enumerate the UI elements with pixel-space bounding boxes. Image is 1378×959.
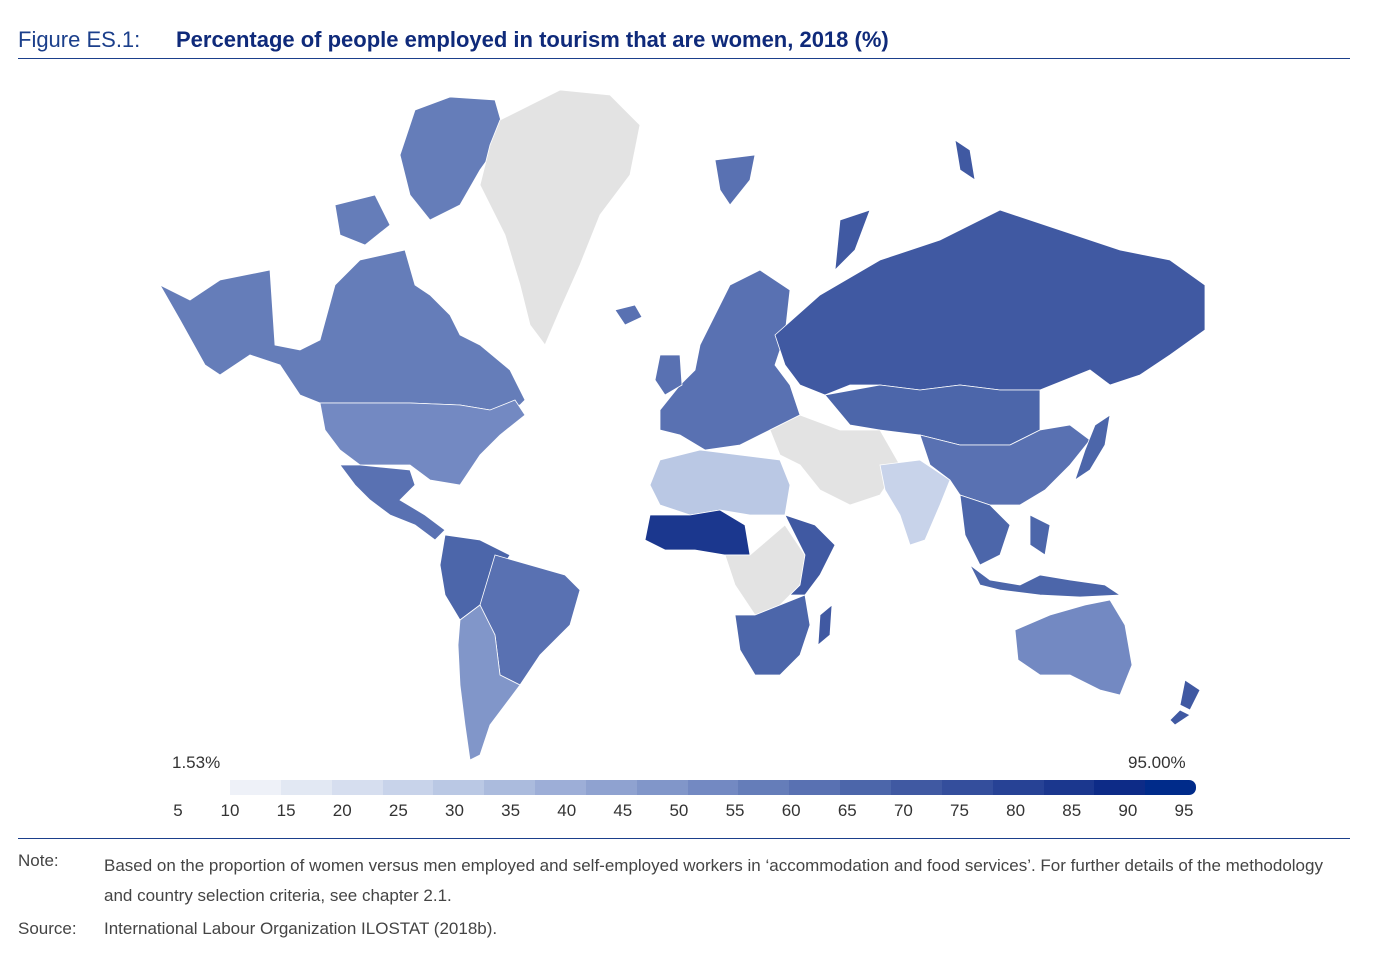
color-scale-bar: [230, 780, 1197, 795]
region-west-africa: [644, 509, 751, 556]
color-scale-segment: [230, 780, 281, 795]
color-scale-segment: [585, 780, 637, 795]
legend-max-label: 95.00%: [1128, 753, 1186, 772]
region-new-zealand: [1169, 709, 1191, 726]
color-scale-segment: [280, 780, 332, 795]
color-scale-tick: 95: [1174, 801, 1194, 820]
color-scale-tick: 65: [837, 801, 857, 820]
region-india: [879, 459, 951, 546]
world-map-svg: [160, 89, 1206, 761]
region-russia: [774, 209, 1206, 396]
region-europe: [714, 154, 756, 206]
color-scale-tick: 15: [276, 801, 296, 820]
color-scale-segment: [331, 780, 383, 795]
region-madagascar: [817, 604, 833, 646]
color-scale-segment: [382, 780, 434, 795]
color-scale-segment: [890, 780, 942, 795]
region-usa: [319, 399, 526, 486]
color-scale-segment: [687, 780, 739, 795]
color-scale-tick: 45: [613, 801, 633, 820]
legend-min-label: 1.53%: [172, 753, 221, 772]
figure-title: Percentage of people employed in tourism…: [176, 27, 889, 52]
color-scale-segment: [941, 780, 993, 795]
note-label: Note:: [18, 851, 59, 870]
color-scale-segment: [1043, 780, 1095, 795]
source-label: Source:: [18, 919, 77, 938]
region-japan: [1074, 414, 1111, 481]
color-scale-segment: [636, 780, 688, 795]
color-scale-tick: 75: [950, 801, 969, 820]
region-russia: [954, 139, 976, 181]
color-scale-segment: [840, 780, 891, 795]
region-europe: [654, 354, 683, 396]
figure-header: Figure ES.1: Percentage of people employ…: [18, 26, 1350, 59]
color-scale-segment: [433, 780, 485, 795]
region-indonesia: [969, 564, 1122, 598]
region-southern-cone: [457, 604, 521, 761]
region-russia: [834, 209, 871, 272]
color-scale-tick: 20: [332, 801, 352, 820]
color-scale-tick: 80: [1006, 801, 1026, 820]
color-scale-tick: 40: [557, 801, 577, 820]
color-scale-tick: 85: [1062, 801, 1082, 820]
region-north-america-north: [160, 249, 526, 411]
figure-label: Figure ES.1:: [18, 27, 141, 52]
region-north-america-north: [399, 96, 506, 221]
color-scale-segment: [738, 780, 790, 795]
region-greenland: [479, 89, 641, 346]
note-text: Based on the proportion of women versus …: [104, 856, 1323, 905]
region-australia: [1014, 599, 1133, 696]
color-scale-segment: [992, 780, 1044, 795]
source-text: International Labour Organization ILOSTA…: [104, 919, 498, 938]
region-north-africa: [649, 449, 791, 516]
region-southeast-asia: [959, 494, 1011, 566]
color-scale-tick: 50: [669, 801, 689, 820]
color-scale-tick: 90: [1118, 801, 1138, 820]
color-scale-tick: 60: [781, 801, 801, 820]
color-scale-tick: 10: [220, 801, 240, 820]
color-scale-segment: [1145, 780, 1197, 795]
color-scale-tick: 70: [893, 801, 913, 820]
color-scale-tick: 5: [173, 801, 183, 820]
region-middle-east: [769, 414, 901, 506]
color-scale-segment: [1094, 780, 1146, 795]
footer-divider: [18, 838, 1350, 839]
region-central-america: [339, 464, 446, 541]
region-new-zealand: [1179, 679, 1201, 711]
region-north-america-north: [334, 194, 391, 246]
color-scale-segment: [789, 780, 841, 795]
region-southern-africa: [734, 594, 811, 676]
color-scale-tick: 35: [501, 801, 521, 820]
color-scale-segment: [484, 780, 536, 795]
color-scale-tick: 55: [725, 801, 745, 820]
region-europe: [659, 269, 801, 451]
color-scale-tick: 25: [388, 801, 408, 820]
color-scale-segment: [535, 780, 586, 795]
world-map: [160, 85, 1210, 765]
color-scale-tick: 30: [445, 801, 464, 820]
region-china: [919, 424, 1091, 506]
region-europe: [614, 304, 643, 326]
region-southeast-asia: [1029, 514, 1051, 556]
